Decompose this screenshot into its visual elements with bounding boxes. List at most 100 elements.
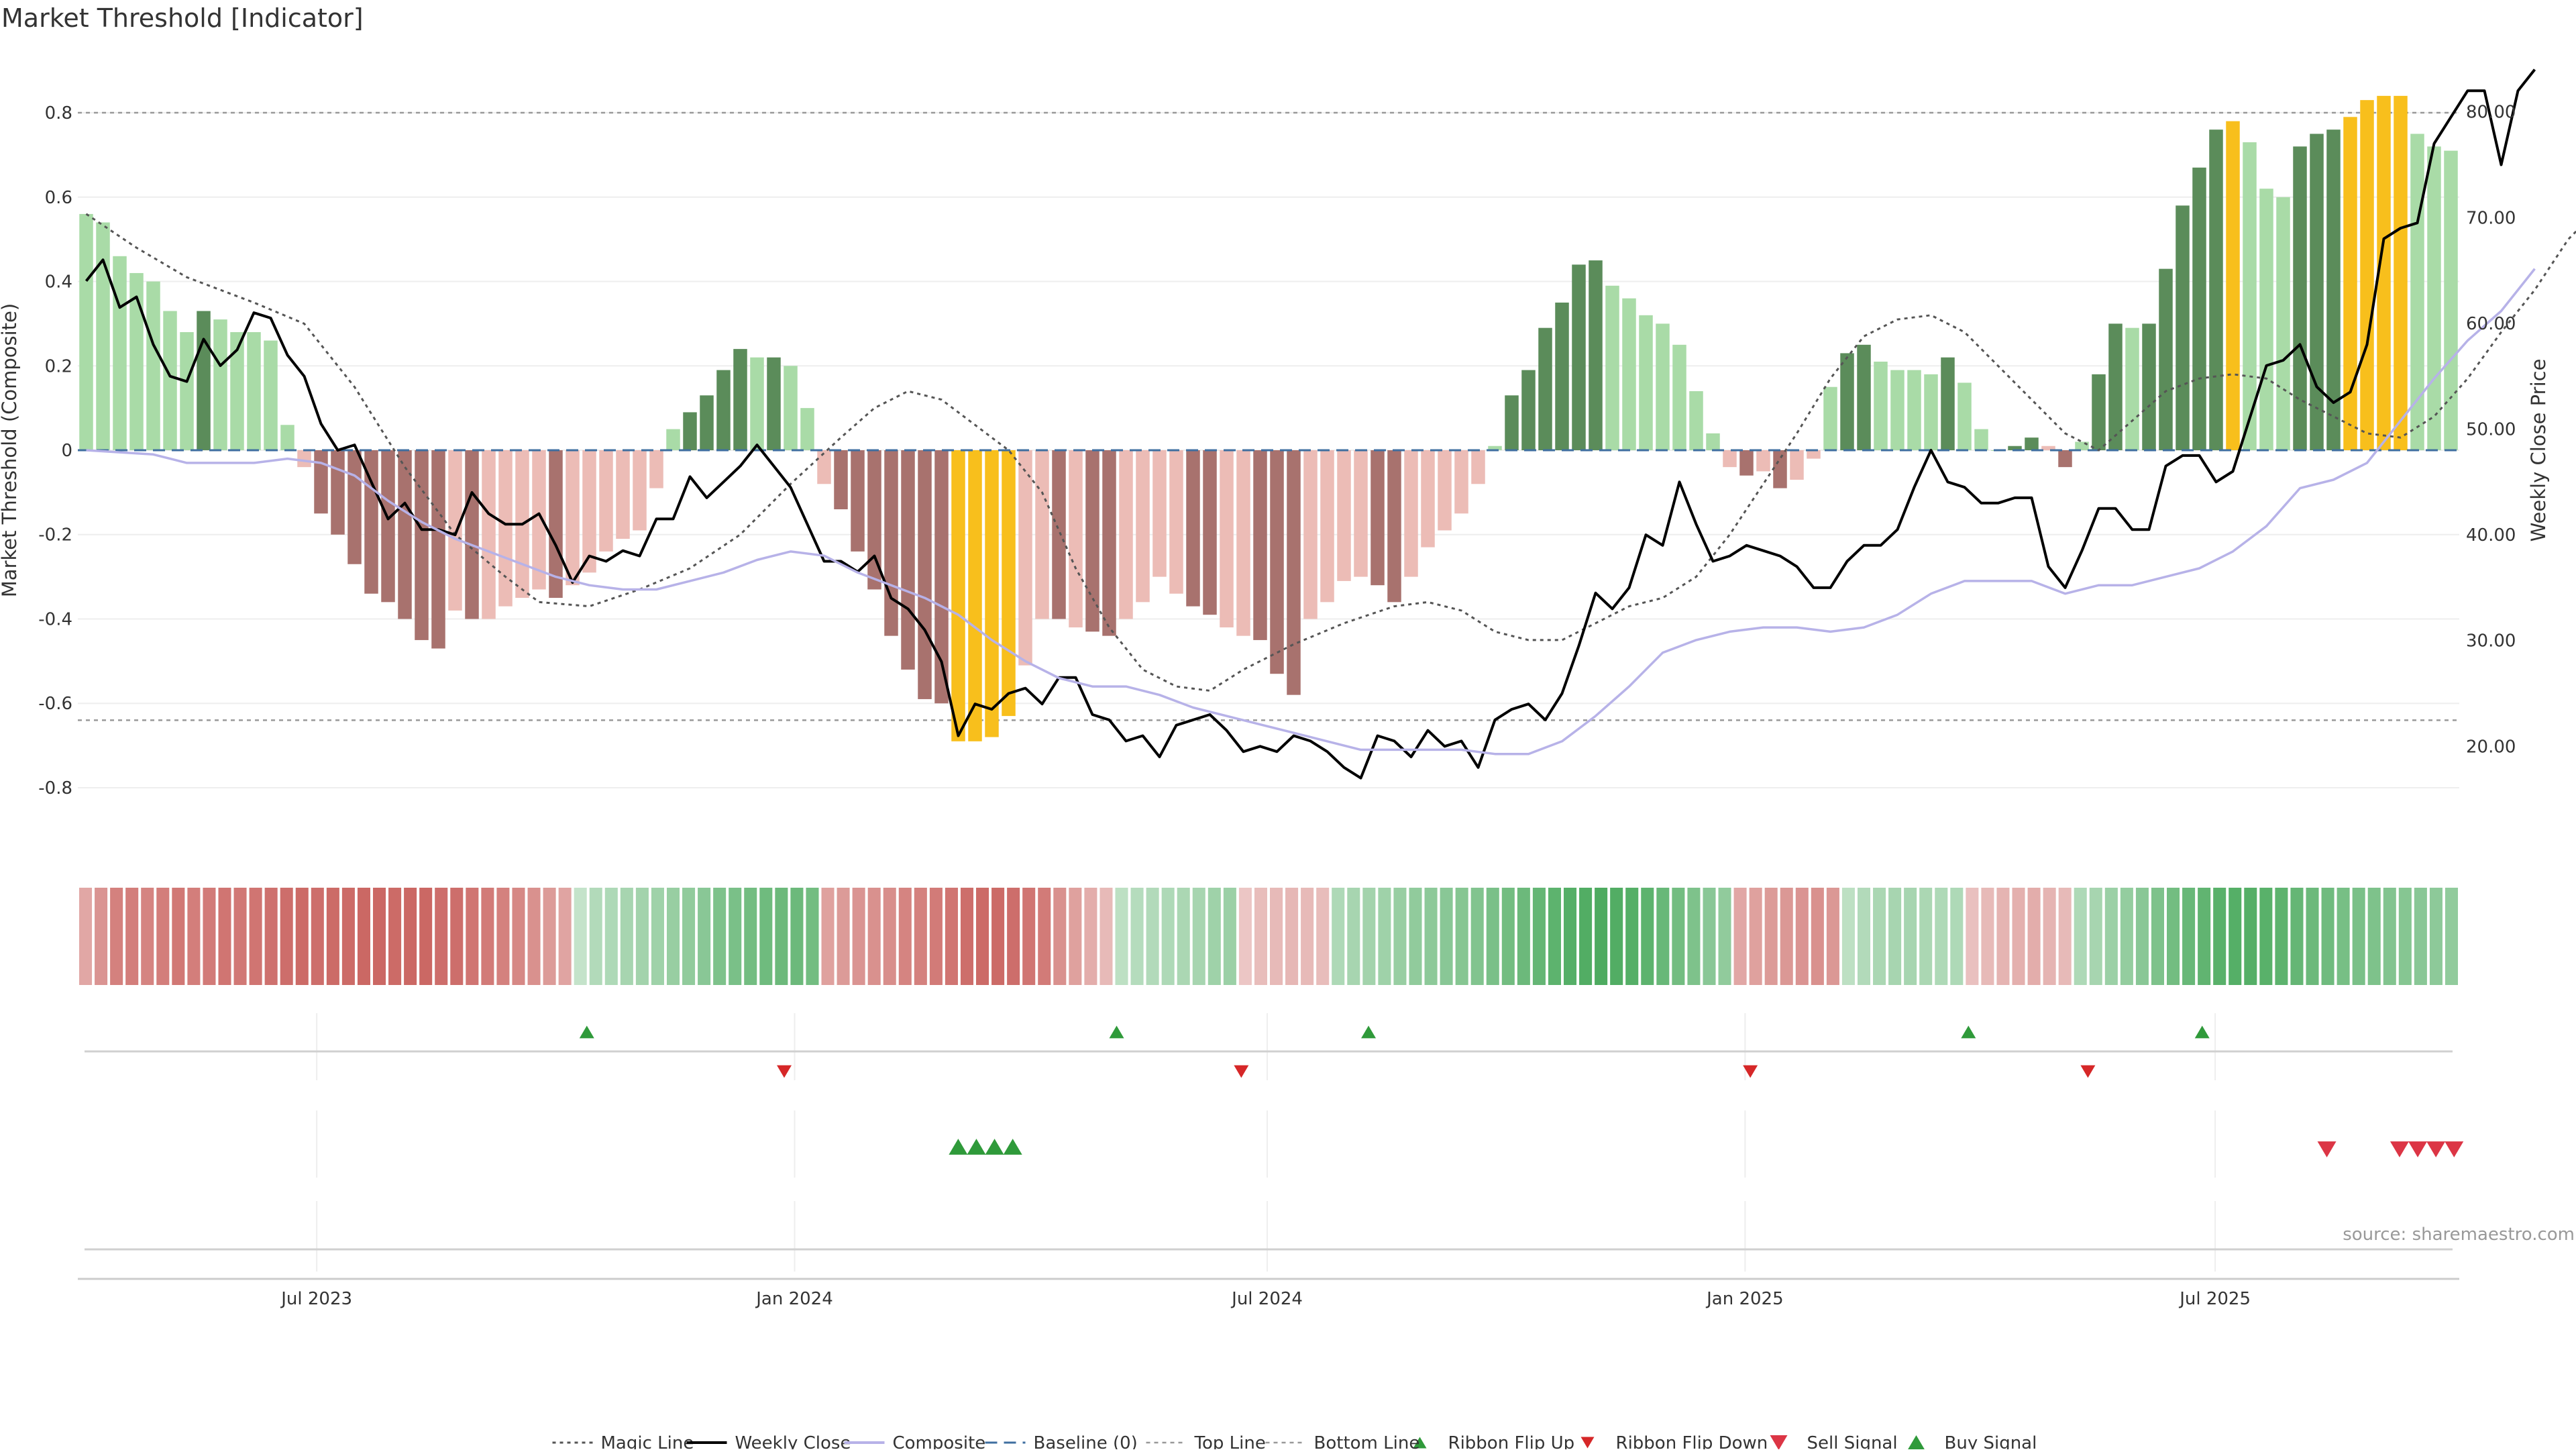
ribbon-cell	[1332, 888, 1344, 985]
ribbon-cell	[1425, 888, 1438, 985]
composite-bar	[1102, 450, 1116, 636]
ribbon-cell	[1007, 888, 1020, 985]
composite-bar	[297, 450, 311, 467]
composite-bar	[1303, 450, 1318, 619]
composite-bar	[700, 395, 714, 450]
composite-bar	[1974, 429, 1988, 450]
composite-bar	[599, 450, 613, 552]
composite-bar	[1790, 450, 1804, 480]
composite-bar	[264, 341, 278, 450]
ribbon-cell	[1146, 888, 1159, 985]
composite-bar	[1253, 450, 1267, 640]
composite-bar	[633, 450, 647, 530]
ribbon-cell	[1115, 888, 1128, 985]
ribbon-cell	[1966, 888, 1978, 985]
ribbon-cell	[1316, 888, 1329, 985]
composite-bar	[163, 311, 177, 450]
ribbon-cell	[821, 888, 834, 985]
buy-signal-marker	[1004, 1139, 1022, 1155]
ribbon-cell	[543, 888, 556, 985]
ribbon-cell	[1131, 888, 1144, 985]
y-right-tick-label: 50.00	[2466, 419, 2516, 439]
composite-bar	[2092, 374, 2106, 450]
buy-signal-marker	[967, 1139, 985, 1155]
composite-bar	[431, 450, 445, 649]
legend-label: Baseline (0)	[1034, 1433, 1138, 1449]
ribbon-cell	[790, 888, 803, 985]
x-tick-label: Jan 2025	[1705, 1289, 1784, 1309]
composite-bar	[2293, 146, 2307, 450]
composite-bar	[415, 450, 429, 640]
ribbon-cell	[976, 888, 989, 985]
ribbon-cell	[2275, 888, 2288, 985]
ribbon-cell	[651, 888, 664, 985]
ribbon-cell	[899, 888, 912, 985]
ribbon-cell	[187, 888, 200, 985]
ribbon-cell	[1950, 888, 1963, 985]
ribbon-cell	[1780, 888, 1793, 985]
ribbon-cell	[342, 888, 355, 985]
composite-bar	[498, 450, 513, 607]
ribbon-cell	[1734, 888, 1747, 985]
legend-label: Bottom Line	[1314, 1433, 1420, 1449]
ribbon-cell	[110, 888, 123, 985]
ribbon-cell	[2028, 888, 2041, 985]
ribbon-cell	[1672, 888, 1684, 985]
ribbon-cell	[466, 888, 478, 985]
ribbon-cell	[2353, 888, 2365, 985]
composite-bar	[834, 450, 848, 509]
composite-bar	[79, 214, 93, 450]
composite-bar	[280, 425, 294, 450]
ribbon-cell	[1827, 888, 1839, 985]
ribbon-cell	[759, 888, 772, 985]
ribbon-cell	[250, 888, 262, 985]
ribbon-cell	[713, 888, 726, 985]
composite-bar	[1890, 370, 1904, 450]
ribbon-cell	[914, 888, 927, 985]
composite-bar	[1555, 303, 1569, 450]
ribbon-cell	[991, 888, 1004, 985]
ribbon-cell	[1719, 888, 1731, 985]
ribbon-cell	[590, 888, 602, 985]
composite-bar	[767, 358, 781, 450]
ribbon-cell	[203, 888, 215, 985]
ribbon-cell	[883, 888, 896, 985]
ribbon-cell	[744, 888, 757, 985]
ribbon-cell	[1162, 888, 1175, 985]
ribbon-cell	[2383, 888, 2396, 985]
ribbon-cell	[2290, 888, 2303, 985]
ribbon-cell	[388, 888, 401, 985]
ribbon-cell	[1347, 888, 1360, 985]
y-right-tick-label: 40.00	[2466, 525, 2516, 546]
composite-bar	[1840, 353, 1854, 450]
composite-bar	[1706, 433, 1720, 450]
composite-bar	[2058, 450, 2072, 467]
composite-bar	[1454, 450, 1468, 513]
ribbon-cell	[1687, 888, 1700, 985]
x-tick-label: Jul 2023	[280, 1289, 352, 1309]
ribbon-cell	[2322, 888, 2334, 985]
composite-bar	[1186, 450, 1200, 607]
composite-bar	[1756, 450, 1770, 471]
ribbon-cell	[1750, 888, 1762, 985]
legend-label: Composite	[893, 1433, 986, 1449]
ribbon-cell	[1811, 888, 1824, 985]
ribbon-cell	[1378, 888, 1391, 985]
legend-sell-swatch	[1770, 1435, 1788, 1449]
ribbon-cell	[1022, 888, 1035, 985]
ribbon-cell	[2399, 888, 2412, 985]
legend-label: Ribbon Flip Down	[1616, 1433, 1768, 1449]
ribbon-cell	[945, 888, 958, 985]
buy-signal-marker	[949, 1139, 967, 1155]
composite-bar	[1656, 323, 1670, 450]
ribbon-cell	[296, 888, 309, 985]
ribbon-cell	[930, 888, 943, 985]
y-tick-label: 0.6	[45, 188, 72, 208]
ribbon-flip-up-marker	[1361, 1026, 1376, 1039]
ribbon-cell	[2198, 888, 2210, 985]
composite-bar	[2025, 437, 2039, 450]
ribbon-cell	[1487, 888, 1499, 985]
legend-label: Ribbon Flip Up	[1448, 1433, 1575, 1449]
chart-title: Market Threshold [Indicator]	[1, 3, 364, 33]
ribbon-cell	[2445, 888, 2458, 985]
